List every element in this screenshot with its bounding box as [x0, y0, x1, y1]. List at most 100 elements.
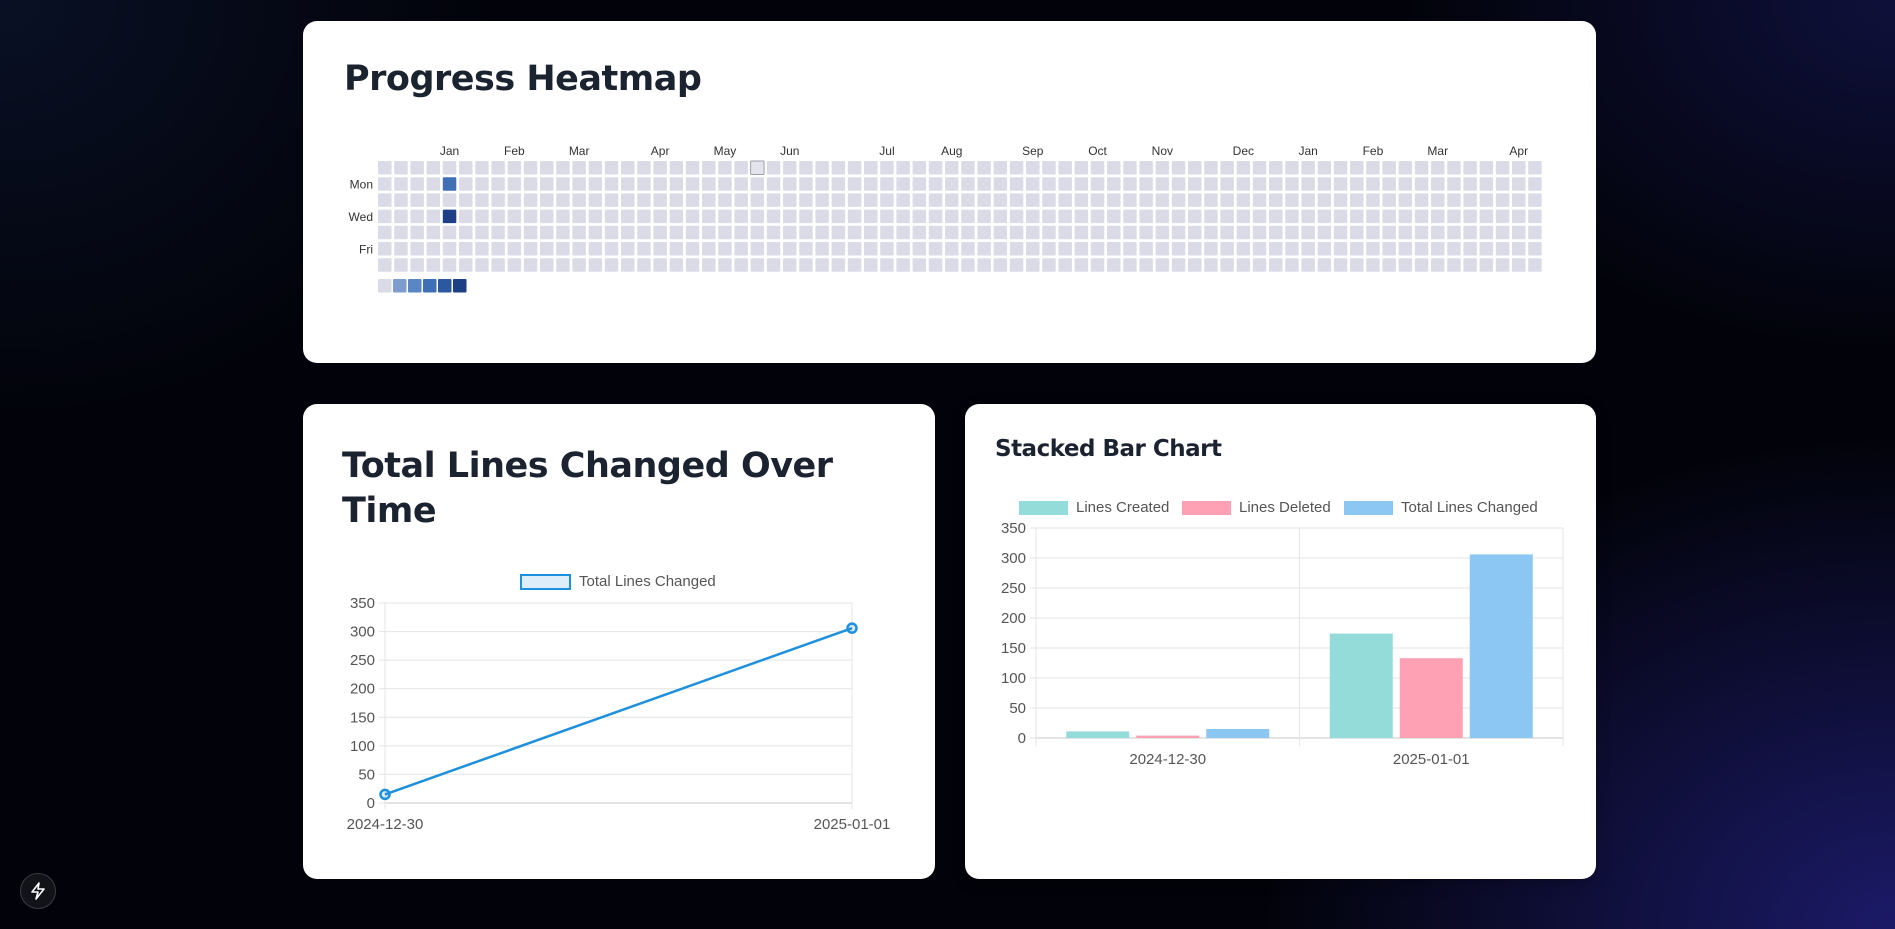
heatmap-cell: [394, 225, 408, 240]
heatmap-cell: [588, 177, 603, 191]
heatmap-cell: [1463, 225, 1477, 240]
legend-label: Lines Deleted: [1239, 499, 1331, 516]
series-line: [384, 626, 853, 796]
heatmap-cell: [880, 177, 894, 191]
heatmap-cell: [1528, 225, 1542, 240]
heatmap-cell: [685, 177, 700, 191]
heatmap-cell: [1317, 242, 1332, 256]
heatmap-cell: [1479, 242, 1494, 256]
heatmap-cell: [1366, 177, 1380, 191]
heatmap-cell: [1188, 193, 1202, 207]
heatmap-cell: [1155, 258, 1170, 272]
lightning-bolt-icon: [31, 882, 45, 900]
heatmap-cell: [1236, 242, 1251, 256]
heatmap-cell: [426, 177, 441, 191]
y-tick-label: 100: [1001, 670, 1026, 687]
heatmap-cell: [783, 242, 797, 256]
heatmap-cell: [847, 161, 862, 175]
heatmap-cell: [1188, 258, 1202, 272]
heatmap-cell: [1252, 242, 1267, 256]
heatmap-cell: [1090, 193, 1105, 207]
heatmap-cell: [1090, 258, 1105, 272]
heatmap-cell: [1414, 242, 1429, 256]
heatmap-cell: [394, 242, 408, 256]
heatmap-cell: [928, 177, 943, 191]
x-tick-label: 2025-01-01: [814, 816, 891, 833]
heatmap-month-label: Dec: [1233, 144, 1254, 158]
heatmap-cell: [426, 193, 441, 207]
heatmap-cell: [459, 209, 473, 224]
data-point: [379, 788, 391, 801]
heatmap-cell: [1220, 193, 1234, 207]
heatmap-cell: [556, 161, 570, 175]
heatmap-cell: [1107, 225, 1121, 240]
heatmap-cell: [750, 225, 765, 240]
heatmap-cell: [1528, 242, 1542, 256]
heatmap-cell: [750, 258, 765, 272]
line-chart-title: Total Lines Changed Over Time: [342, 446, 833, 531]
heatmap-cell: [928, 225, 943, 240]
heatmap-cell: [1301, 225, 1315, 240]
heatmap-cell: [394, 258, 408, 272]
heatmap-cell: [1366, 242, 1380, 256]
heatmap-cell: [912, 193, 927, 207]
heatmap-cell: [572, 258, 586, 272]
heatmap-cell: [783, 177, 797, 191]
heatmap-cell: [1009, 225, 1024, 240]
heatmap-cell: [912, 225, 927, 240]
heatmap-cell: [1398, 161, 1413, 175]
heatmap-month-label: Nov: [1152, 144, 1173, 158]
dev-tools-button[interactable]: [20, 873, 56, 909]
heatmap-grid: Jan Feb Mar Apr May Jun Jul Aug Sep Oct Nov Dec Jan F…: [349, 144, 1542, 293]
heatmap-cell: [1495, 242, 1510, 256]
heatmap-cell: [556, 177, 570, 191]
heatmap-cell: [1333, 193, 1348, 207]
heatmap-cell: [961, 258, 975, 272]
heatmap-cell: [912, 242, 927, 256]
heatmap-cell: [621, 242, 635, 256]
heatmap-cell: [1220, 225, 1234, 240]
heatmap-cell: [1350, 225, 1364, 240]
heatmap-cell: [815, 258, 829, 272]
heatmap-card: Progress Heatmap Jan Feb Mar Apr May Jun Jul Au…: [303, 21, 1596, 363]
heatmap-cell: [540, 242, 554, 256]
heatmap-cell: [928, 161, 943, 175]
heatmap-cell: [426, 209, 441, 224]
heatmap-weekday-label: Fri: [359, 243, 373, 257]
heatmap-cell: [1512, 193, 1526, 207]
y-tick-label: 150: [1001, 640, 1026, 657]
heatmap-cell: [507, 258, 522, 272]
heatmap-cell: [1463, 242, 1477, 256]
heatmap-cell: [1107, 193, 1121, 207]
heatmap-cell: [1269, 258, 1283, 272]
heatmap-weekday-label: Mon: [350, 178, 373, 192]
heatmap-cell: [459, 161, 473, 175]
heatmap-month-label: Oct: [1088, 144, 1107, 158]
heatmap-cell: [1058, 161, 1072, 175]
heatmap-cell: [1107, 258, 1121, 272]
heatmap-cell: [977, 258, 991, 272]
heatmap-cell: [1188, 225, 1202, 240]
heatmap-cell: [1512, 161, 1526, 175]
heatmap-cell: [815, 225, 829, 240]
heatmap-cell: [685, 209, 700, 224]
heatmap-cell: [1512, 258, 1526, 272]
heatmap-cell: [702, 242, 716, 256]
heatmap-cell: [831, 193, 846, 207]
heatmap-cell: [507, 161, 522, 175]
heatmap-cell: [637, 209, 651, 224]
heatmap-cell: [1220, 242, 1234, 256]
heatmap-cell: [799, 258, 813, 272]
heatmap-cell: [1220, 209, 1234, 224]
heatmap-cell: [1414, 225, 1429, 240]
line-chart: Total Lines Changed 0 50 100 150 200 250 300 350…: [347, 573, 891, 833]
heatmap-cell: [1333, 242, 1348, 256]
heatmap-cell: [1074, 258, 1089, 272]
heatmap-cell: [718, 225, 732, 240]
heatmap-cell: [1236, 193, 1251, 207]
heatmap-cell: [993, 242, 1008, 256]
heatmap-cell: [1171, 258, 1186, 272]
heatmap-cell: [475, 209, 489, 224]
heatmap-cell: [556, 225, 570, 240]
heatmap-cell: [831, 242, 846, 256]
